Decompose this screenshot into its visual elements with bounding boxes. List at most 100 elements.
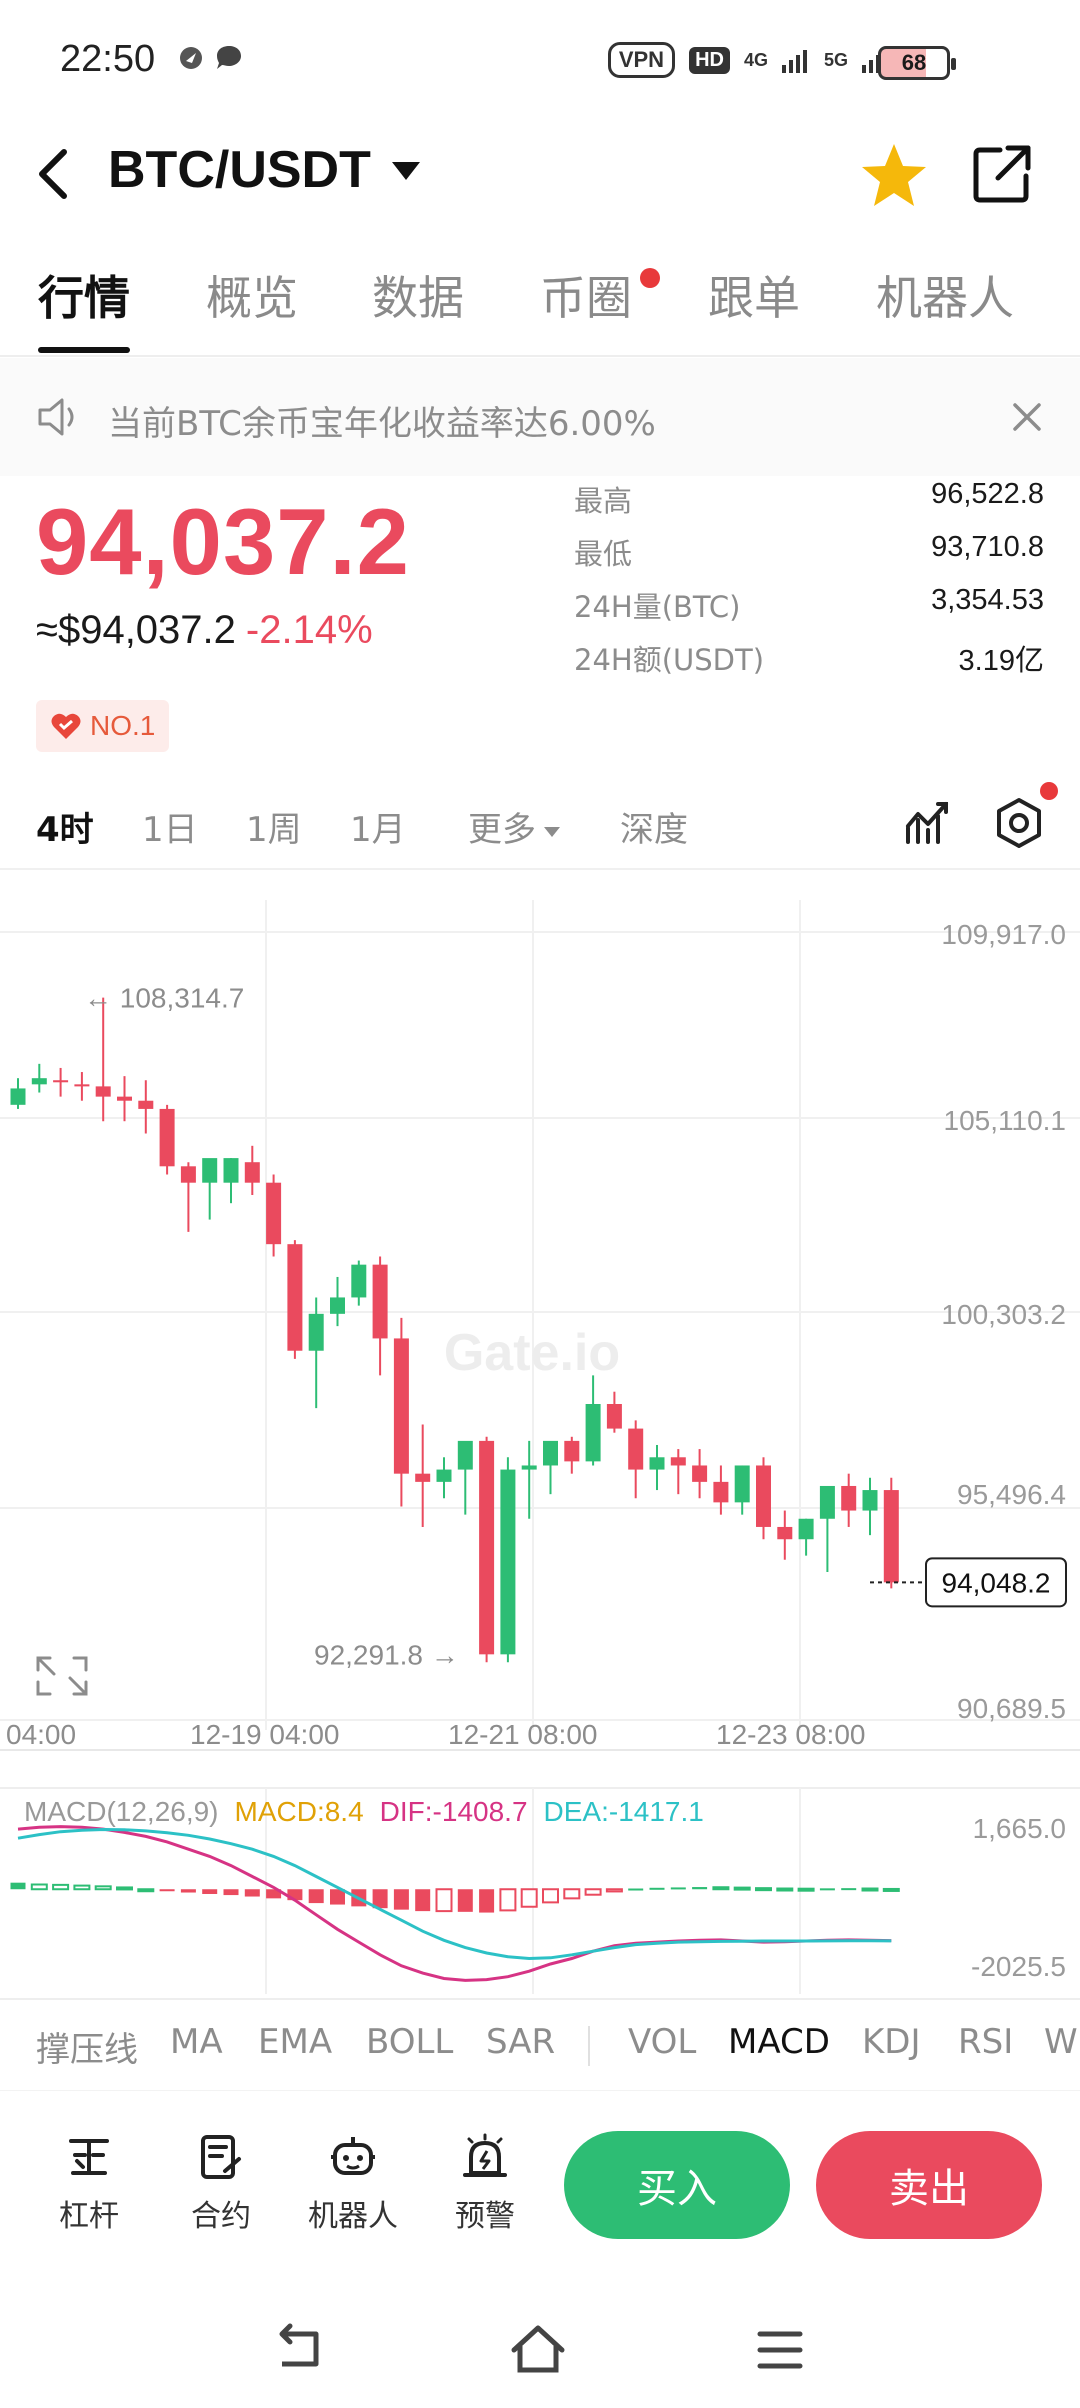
tab-copy-trade[interactable]: 跟单 (708, 271, 800, 325)
macd-histogram-bar (605, 1888, 623, 1893)
stat-value: 3.19亿 (958, 645, 1044, 677)
interval-1w[interactable]: 1周 (246, 810, 302, 850)
interval-1d[interactable]: 1日 (142, 810, 198, 850)
candle (606, 1404, 622, 1429)
stat-label: 24H额(USDT) (574, 643, 765, 677)
macd-histogram-bar (692, 1887, 708, 1890)
vpn-indicator: VPN (607, 42, 676, 78)
system-nav-bar (0, 2290, 1080, 2408)
interval-4h[interactable]: 4时 (36, 810, 94, 850)
macd-histogram-bar (628, 1888, 644, 1891)
back-arrow-icon[interactable] (30, 144, 80, 204)
indicator-rsi[interactable]: RSI (958, 2022, 1014, 2062)
stat-low: 最低 93,710.8 (574, 531, 1044, 584)
action-label: 机器人 (308, 2199, 398, 2234)
stat-volume: 24H量(BTC) 3,354.53 (574, 584, 1044, 637)
leverage-button[interactable]: 杠杆 (34, 2131, 144, 2235)
macd-histogram-bar (520, 1888, 538, 1908)
macd-histogram-bar (137, 1888, 155, 1893)
contract-button[interactable]: 合约 (166, 2131, 276, 2235)
macd-histogram-bar (159, 1889, 175, 1892)
favorite-star-icon[interactable] (858, 140, 930, 212)
indicator-w[interactable]: W (1044, 2022, 1078, 2062)
status-time: 22:50 (60, 38, 156, 80)
y-tick-label: 90,689.5 (957, 1693, 1066, 1724)
macd-histogram-bar (393, 1889, 409, 1910)
macd-histogram-bar (308, 1889, 324, 1904)
price-change: -2.14% (245, 608, 373, 652)
indicator-vol[interactable]: VOL (628, 2022, 697, 2062)
tab-overview[interactable]: 概览 (206, 271, 298, 325)
interval-depth[interactable]: 深度 (620, 810, 688, 850)
tab-community[interactable]: 币圈 (540, 271, 632, 325)
price-sub-line: ≈$94,037.2 -2.14% (36, 608, 373, 653)
macd-histogram-bar (457, 1889, 473, 1912)
back-nav-icon[interactable] (270, 2320, 330, 2380)
settings-notification-dot (1040, 782, 1058, 800)
indicator-support-resistance[interactable]: 撑压线 (36, 2030, 138, 2070)
rank-label: NO.1 (90, 710, 156, 741)
candle (53, 1080, 69, 1083)
fullscreen-expand-icon[interactable] (36, 1656, 88, 1696)
candle (734, 1465, 750, 1503)
indicator-macd[interactable]: MACD (728, 2022, 830, 2062)
candle (670, 1457, 686, 1466)
macd-histogram-bar (841, 1888, 857, 1891)
candle (436, 1469, 452, 1482)
macd-histogram-bar (94, 1885, 112, 1891)
macd-histogram-bar (563, 1888, 581, 1900)
candle (862, 1490, 878, 1511)
tab-data[interactable]: 数据 (372, 271, 464, 325)
settings-icon[interactable] (992, 796, 1046, 850)
robot-button[interactable]: 机器人 (298, 2131, 408, 2235)
macd-histogram-bar (479, 1889, 495, 1913)
y-tick-label: 109,917.0 (941, 919, 1066, 950)
alert-icon (463, 2133, 507, 2177)
macd-chart[interactable]: 1,665.0 -2025.5 (0, 1784, 1080, 1994)
indicator-sar[interactable]: SAR (486, 2022, 556, 2062)
rank-badge[interactable]: NO.1 (36, 700, 170, 752)
pair-title[interactable]: BTC/USDT (108, 141, 371, 199)
status-bar: 22:50 VPN HD 4G 5G 68 (0, 0, 1080, 125)
buy-button[interactable]: 买入 (564, 2131, 790, 2239)
action-label: 合约 (191, 2199, 251, 2234)
macd-histogram-bar (584, 1888, 602, 1896)
indicator-chart-icon[interactable] (904, 798, 954, 848)
candle (159, 1108, 175, 1167)
indicator-boll[interactable]: BOLL (366, 2022, 454, 2062)
indicator-ema[interactable]: EMA (258, 2022, 333, 2062)
candle (777, 1526, 793, 1540)
macd-histogram-bar (733, 1886, 751, 1891)
indicator-divider (588, 2026, 590, 2066)
candle (819, 1485, 835, 1519)
candle (841, 1485, 857, 1511)
dea-value: DEA:-1417.1 (543, 1796, 704, 1827)
macd-histogram-bar (116, 1886, 133, 1891)
leverage-icon (69, 2139, 109, 2175)
pair-dropdown-caret-icon[interactable] (392, 162, 420, 180)
share-icon[interactable] (970, 142, 1034, 206)
notice-banner[interactable]: 当前BTC余币宝年化收益率达6.00% (0, 358, 1080, 476)
interval-1m[interactable]: 1月 (350, 810, 406, 850)
candle (330, 1297, 345, 1314)
candlestick-chart[interactable]: Gate.io 109,917.0 105,110.1 100,303.2 95,496… (0, 900, 1080, 1780)
stat-value: 96,522.8 (931, 478, 1044, 510)
macd-histogram-bar (819, 1888, 835, 1891)
macd-histogram-bar (266, 1889, 282, 1899)
candle (266, 1182, 282, 1245)
indicator-kdj[interactable]: KDJ (862, 2022, 921, 2062)
candle (521, 1465, 537, 1470)
menu-nav-icon[interactable] (750, 2320, 810, 2380)
indicator-ma[interactable]: MA (170, 2022, 223, 2062)
alert-button[interactable]: 预警 (430, 2131, 540, 2235)
tab-market[interactable]: 行情 (38, 271, 130, 325)
candle (287, 1244, 303, 1351)
close-icon[interactable] (1008, 398, 1046, 436)
home-nav-icon[interactable] (508, 2320, 568, 2380)
macd-histogram-bar (73, 1884, 91, 1891)
stat-value: 3,354.53 (931, 584, 1044, 616)
interval-more[interactable]: 更多 (468, 802, 560, 851)
sell-button[interactable]: 卖出 (816, 2131, 1042, 2239)
tab-bots[interactable]: 机器人 (876, 271, 1014, 325)
macd-histogram-bar (372, 1889, 388, 1909)
